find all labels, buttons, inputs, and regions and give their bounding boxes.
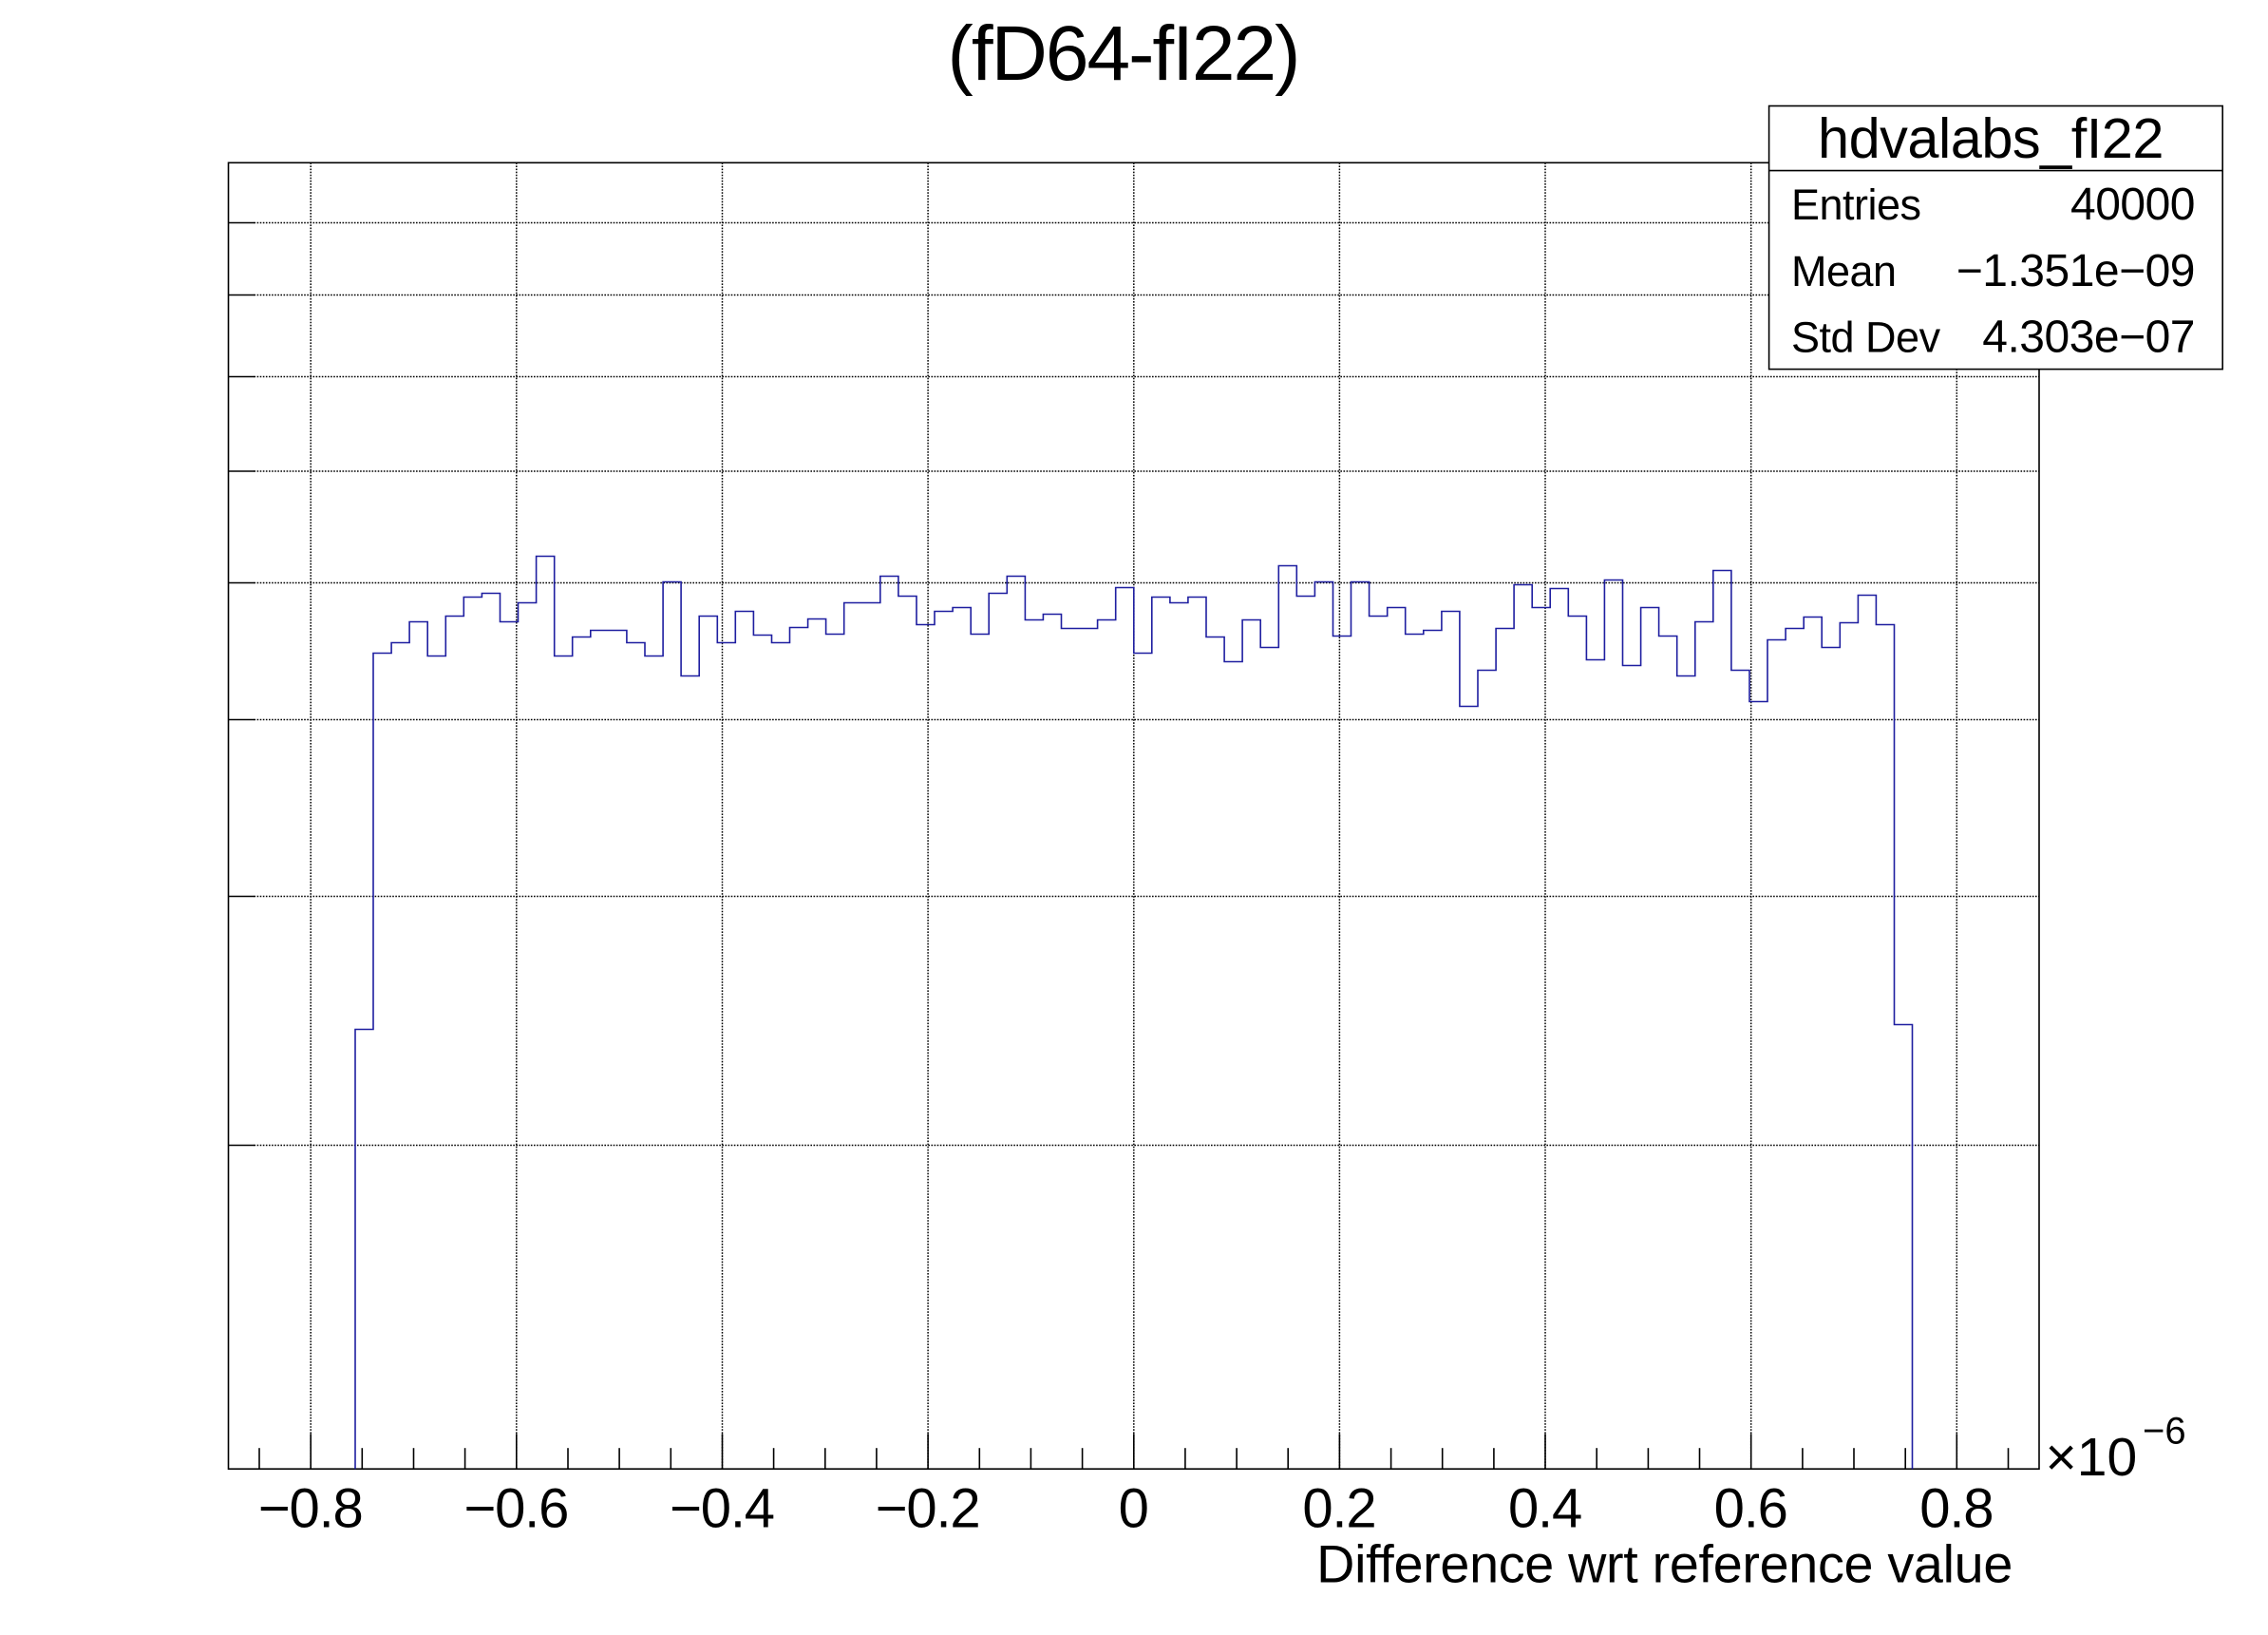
svg-text:−0.2: −0.2 [876, 1478, 980, 1540]
svg-text:Entries: Entries [1791, 181, 1921, 229]
svg-text:−1.351e−09: −1.351e−09 [1956, 246, 2195, 296]
svg-text:0.4: 0.4 [1508, 1478, 1581, 1540]
svg-text:0.2: 0.2 [1302, 1478, 1375, 1540]
svg-text:−0.6: −0.6 [463, 1478, 568, 1540]
svg-text:Mean: Mean [1791, 247, 1897, 295]
svg-text:0.8: 0.8 [1919, 1478, 1993, 1540]
svg-text:hdvalabs_fI22: hdvalabs_fI22 [1818, 106, 2164, 170]
svg-text:−6: −6 [2143, 1411, 2186, 1453]
svg-text:0.6: 0.6 [1714, 1478, 1787, 1540]
svg-text:−0.4: −0.4 [670, 1478, 774, 1540]
svg-text:×10: ×10 [2046, 1427, 2138, 1488]
svg-text:−0.8: −0.8 [258, 1478, 363, 1540]
svg-text:0: 0 [1119, 1478, 1148, 1540]
svg-text:4.303e−07: 4.303e−07 [1982, 313, 2195, 363]
svg-text:Std Dev: Std Dev [1791, 314, 1941, 362]
svg-text:40000: 40000 [2070, 180, 2195, 230]
svg-text:Difference wrt reference value: Difference wrt reference value [1316, 1534, 2013, 1593]
svg-text:(fD64-fI22): (fD64-fI22) [948, 10, 1299, 97]
